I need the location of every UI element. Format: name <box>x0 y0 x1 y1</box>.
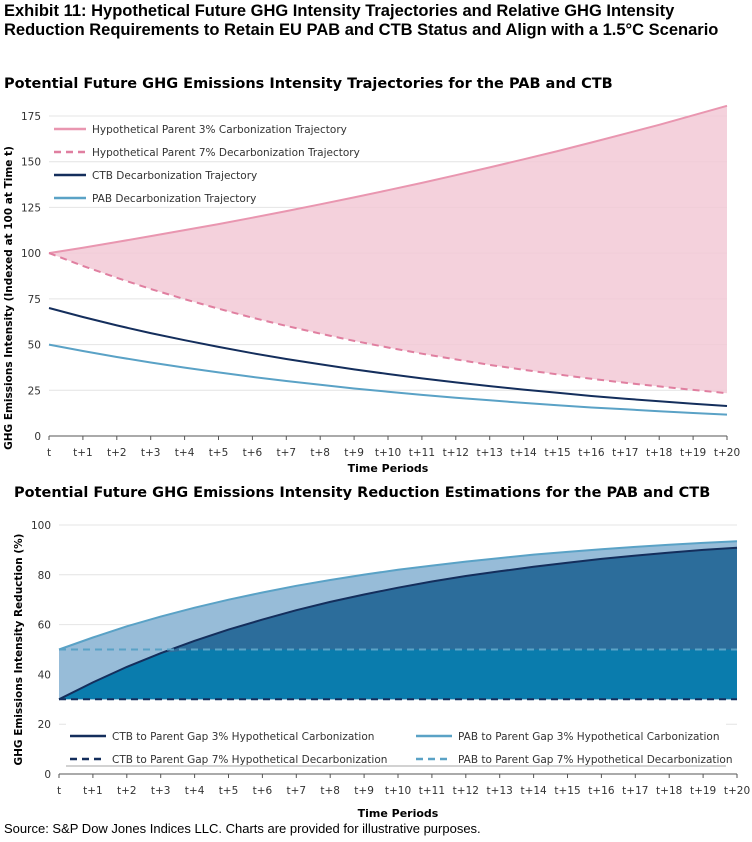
x-tick-label: t+5 <box>209 447 229 459</box>
x-tick-label: t+5 <box>219 785 239 797</box>
x-tick-label: t+8 <box>320 785 340 797</box>
y-tick-label: 125 <box>21 202 41 214</box>
y-tick-label: 25 <box>28 385 41 397</box>
y-tick-label: 175 <box>21 111 41 123</box>
y-tick-label: 150 <box>21 157 41 169</box>
legend-box <box>66 722 726 766</box>
legend-label: CTB Decarbonization Trajectory <box>92 170 257 182</box>
legend-label: Hypothetical Parent 3% Carbonization Tra… <box>92 124 347 136</box>
exhibit-title: Exhibit 11: Hypothetical Future GHG Inte… <box>4 2 719 39</box>
chart-2-title: Potential Future GHG Emissions Intensity… <box>14 485 710 501</box>
x-tick-label: t+7 <box>276 447 296 459</box>
x-tick-label: t+9 <box>344 447 364 459</box>
legend-label: PAB to Parent Gap 3% Hypothetical Carbon… <box>458 731 720 743</box>
x-tick-label: t+13 <box>487 785 513 797</box>
y-axis-label: GHG Emissions Intensity (Indexed at 100 … <box>3 146 15 450</box>
area-decarbonization-band <box>59 649 737 700</box>
x-tick-label: t+19 <box>680 447 706 459</box>
x-tick-label: t+16 <box>578 447 605 459</box>
y-tick-label: 100 <box>31 520 51 532</box>
shaded-range-area <box>49 105 727 394</box>
x-tick-label: t <box>57 785 61 797</box>
x-tick-label: t+14 <box>520 785 547 797</box>
x-tick-label: t+8 <box>310 447 330 459</box>
series-line-1 <box>48 104 728 255</box>
chart-1-title: Potential Future GHG Emissions Intensity… <box>4 76 613 92</box>
x-tick-label: t+6 <box>243 447 263 459</box>
x-tick-label: t+4 <box>175 447 195 459</box>
x-tick-label: t+12 <box>453 785 479 797</box>
y-axis-label: GHG Emissions Intensity Reduction (%) <box>13 534 25 766</box>
x-tick-label: t+12 <box>443 447 469 459</box>
y-tick-label: 75 <box>28 294 41 306</box>
x-tick-label: t+6 <box>253 785 273 797</box>
x-tick-label: t+18 <box>656 785 682 797</box>
x-tick-label: t+16 <box>588 785 615 797</box>
series-line-2 <box>48 252 728 395</box>
x-tick-label: t+2 <box>117 785 137 797</box>
legend-label: CTB to Parent Gap 7% Hypothetical Decarb… <box>112 754 387 766</box>
x-tick-label: t+1 <box>83 785 103 797</box>
series-line-3 <box>48 307 728 407</box>
y-tick-label: 100 <box>21 248 41 260</box>
y-tick-label: 0 <box>44 769 51 781</box>
x-tick-label: t+17 <box>612 447 638 459</box>
x-tick-label: t+15 <box>544 447 570 459</box>
source-note: Source: S&P Dow Jones Indices LLC. Chart… <box>4 821 481 836</box>
x-axis-label: Time Periods <box>358 807 439 820</box>
x-axis-label: Time Periods <box>348 462 429 475</box>
series-line-4 <box>48 343 728 416</box>
x-tick-label: t <box>47 447 51 459</box>
x-tick-label: t+13 <box>477 447 503 459</box>
y-tick-label: 60 <box>38 620 51 632</box>
series-line-2 <box>58 540 738 651</box>
x-tick-label: t+10 <box>385 785 411 797</box>
x-tick-label: t+11 <box>419 785 445 797</box>
x-tick-label: t+7 <box>286 785 306 797</box>
x-tick-label: t+10 <box>375 447 401 459</box>
legend-label: Hypothetical Parent 7% Decarbonization T… <box>92 147 360 159</box>
x-tick-label: t+15 <box>554 785 580 797</box>
x-tick-label: t+4 <box>185 785 205 797</box>
x-tick-label: t+11 <box>409 447 435 459</box>
y-tick-label: 20 <box>38 719 51 731</box>
y-tick-label: 50 <box>28 340 41 352</box>
legend-label: CTB to Parent Gap 3% Hypothetical Carbon… <box>112 731 374 743</box>
x-tick-label: t+20 <box>714 447 740 459</box>
legend-label: PAB to Parent Gap 7% Hypothetical Decarb… <box>458 754 733 766</box>
y-tick-label: 40 <box>38 669 51 681</box>
x-tick-label: t+18 <box>646 447 672 459</box>
x-tick-label: t+14 <box>510 447 537 459</box>
y-tick-label: 80 <box>38 570 51 582</box>
x-tick-label: t+2 <box>107 447 127 459</box>
x-tick-label: t+1 <box>73 447 93 459</box>
x-tick-label: t+9 <box>354 785 374 797</box>
x-tick-label: t+3 <box>151 785 171 797</box>
x-tick-label: t+20 <box>724 785 750 797</box>
x-tick-label: t+3 <box>141 447 161 459</box>
legend-label: PAB Decarbonization Trajectory <box>92 193 256 205</box>
y-tick-label: 0 <box>34 431 41 443</box>
x-tick-label: t+19 <box>690 785 716 797</box>
x-tick-label: t+17 <box>622 785 648 797</box>
